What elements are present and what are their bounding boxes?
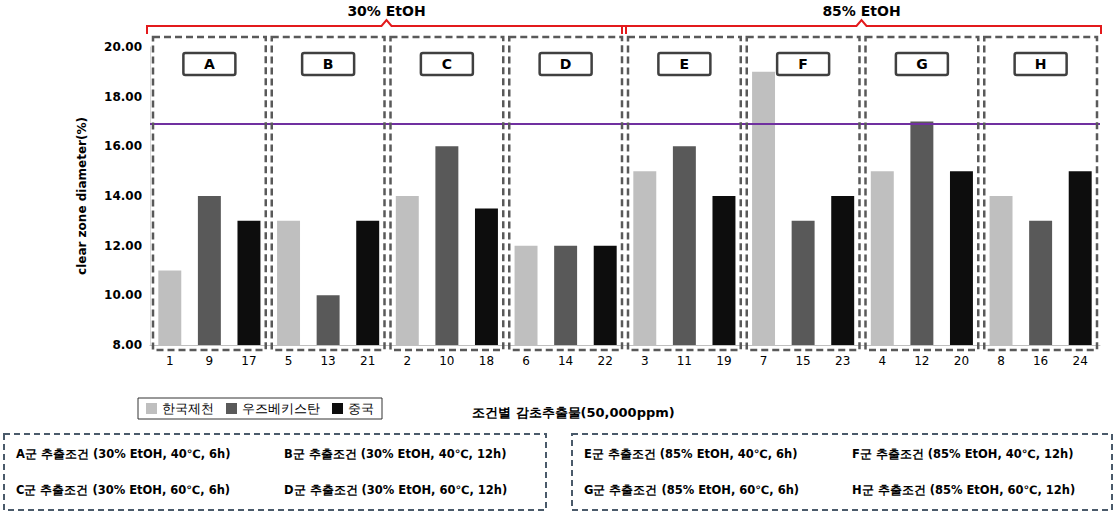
svg-text:A: A: [204, 56, 215, 72]
svg-text:10.00: 10.00: [104, 288, 142, 302]
svg-text:15: 15: [795, 354, 810, 368]
svg-text:B군 추출조건 (30% EtOH, 40℃, 12h): B군 추출조건 (30% EtOH, 40℃, 12h): [284, 447, 506, 461]
svg-text:85% EtOH: 85% EtOH: [822, 3, 900, 19]
svg-text:E: E: [680, 56, 690, 72]
svg-text:12.00: 12.00: [104, 239, 142, 253]
svg-text:7: 7: [760, 354, 768, 368]
svg-text:21: 21: [360, 354, 375, 368]
svg-text:17: 17: [241, 354, 256, 368]
svg-text:14.00: 14.00: [104, 189, 142, 203]
svg-text:한국제천: 한국제천: [162, 401, 214, 416]
svg-text:16: 16: [1033, 354, 1048, 368]
svg-text:20: 20: [954, 354, 969, 368]
svg-text:D: D: [560, 56, 572, 72]
svg-text:13: 13: [320, 354, 335, 368]
svg-text:H: H: [1035, 56, 1047, 72]
svg-text:조건별 감초추출물(50,000ppm): 조건별 감초추출물(50,000ppm): [472, 405, 675, 420]
svg-text:H군 추출조건 (85% EtOH, 60℃, 12h): H군 추출조건 (85% EtOH, 60℃, 12h): [852, 483, 1075, 497]
svg-text:6: 6: [522, 354, 530, 368]
svg-text:D군 추출조건 (30% EtOH, 60℃, 12h): D군 추출조건 (30% EtOH, 60℃, 12h): [284, 483, 507, 497]
svg-text:4: 4: [878, 354, 886, 368]
svg-text:12: 12: [914, 354, 929, 368]
svg-text:8.00: 8.00: [112, 338, 142, 352]
svg-text:23: 23: [835, 354, 850, 368]
svg-text:G군 추출조건 (85% EtOH, 60℃, 6h): G군 추출조건 (85% EtOH, 60℃, 6h): [584, 483, 799, 497]
svg-text:19: 19: [716, 354, 731, 368]
svg-text:20.00: 20.00: [104, 40, 142, 54]
svg-text:clear zone diameter(%): clear zone diameter(%): [75, 117, 89, 275]
svg-text:18: 18: [479, 354, 494, 368]
svg-text:10: 10: [439, 354, 454, 368]
svg-text:24: 24: [1073, 354, 1088, 368]
svg-text:18.00: 18.00: [104, 90, 142, 104]
svg-text:A군 추출조건 (30% EtOH, 40℃, 6h): A군 추출조건 (30% EtOH, 40℃, 6h): [16, 447, 231, 461]
svg-text:9: 9: [206, 354, 214, 368]
svg-text:F군 추출조건 (85% EtOH, 40℃, 12h): F군 추출조건 (85% EtOH, 40℃, 12h): [852, 447, 1074, 461]
svg-text:30% EtOH: 30% EtOH: [347, 3, 425, 19]
svg-text:F: F: [798, 56, 808, 72]
svg-text:5: 5: [285, 354, 293, 368]
svg-text:B: B: [323, 56, 334, 72]
svg-text:C군 추출조건 (30% EtOH, 60℃, 6h): C군 추출조건 (30% EtOH, 60℃, 6h): [16, 483, 230, 497]
svg-text:22: 22: [598, 354, 613, 368]
svg-text:2: 2: [403, 354, 411, 368]
svg-text:3: 3: [641, 354, 649, 368]
svg-text:E군 추출조건 (85% EtOH, 40℃, 6h): E군 추출조건 (85% EtOH, 40℃, 6h): [584, 447, 798, 461]
svg-text:G: G: [916, 56, 928, 72]
svg-text:중국: 중국: [348, 401, 374, 416]
svg-text:11: 11: [677, 354, 692, 368]
svg-text:C: C: [442, 56, 452, 72]
svg-text:1: 1: [166, 354, 174, 368]
svg-text:14: 14: [558, 354, 573, 368]
svg-text:우즈베키스탄: 우즈베키스탄: [242, 401, 320, 416]
svg-text:16.00: 16.00: [104, 139, 142, 153]
svg-text:8: 8: [997, 354, 1005, 368]
